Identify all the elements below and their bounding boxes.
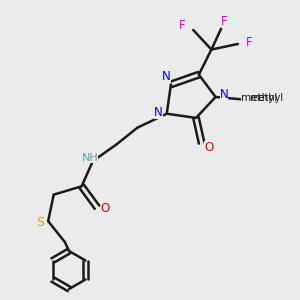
Text: F: F	[220, 15, 227, 28]
Text: N: N	[220, 88, 228, 101]
Text: methyl: methyl	[249, 93, 283, 103]
Text: S: S	[36, 216, 44, 229]
Text: N: N	[154, 106, 163, 119]
Text: O: O	[101, 202, 110, 215]
Text: O: O	[204, 141, 213, 154]
Text: F: F	[246, 36, 252, 49]
Text: methyl: methyl	[241, 92, 277, 103]
Text: N: N	[162, 70, 171, 83]
Text: NH: NH	[82, 153, 98, 164]
Text: F: F	[179, 19, 185, 32]
